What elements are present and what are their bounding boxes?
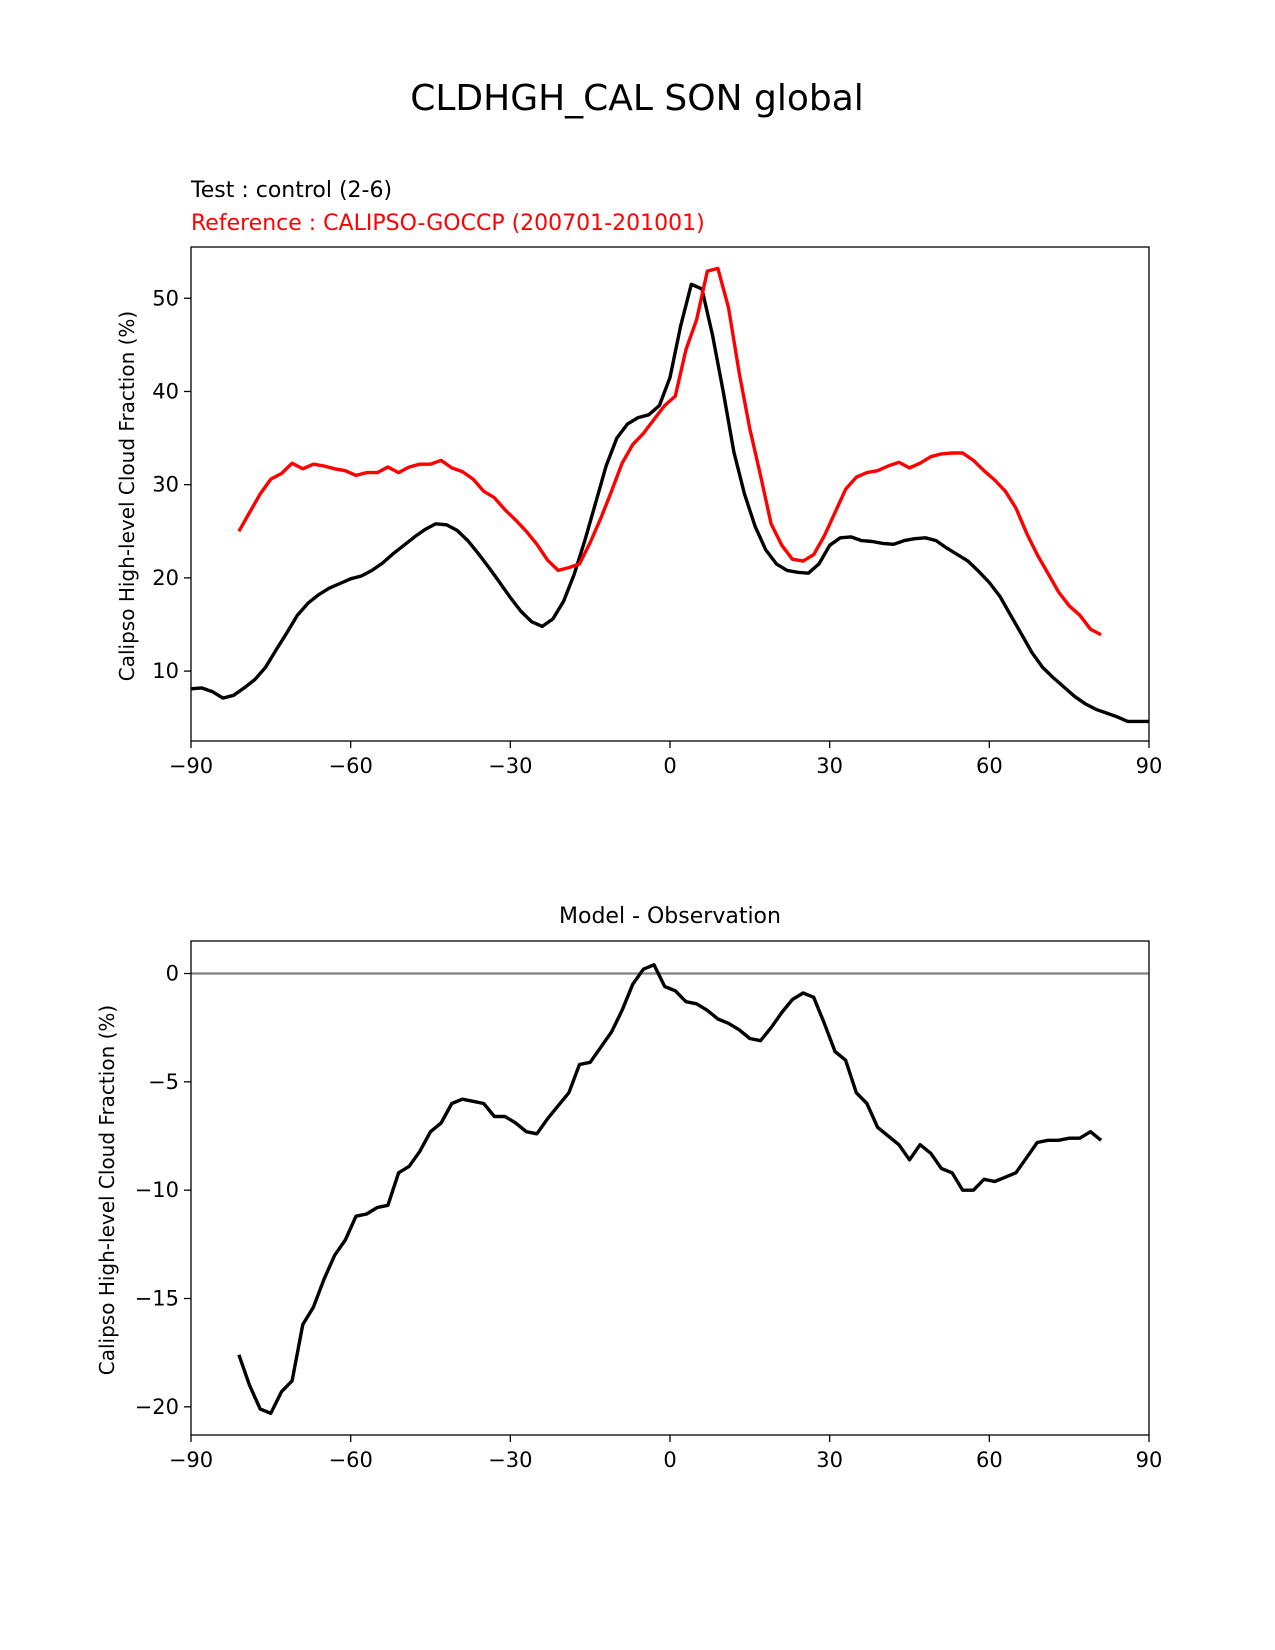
x-tick-label: 60: [976, 754, 1003, 778]
x-tick-label: −90: [169, 754, 213, 778]
x-tick-label: 30: [816, 754, 843, 778]
x-tick-label: 90: [1136, 754, 1163, 778]
y-tick-label: 20: [152, 566, 179, 590]
top-panel: Test : control (2-6) Reference : CALIPSO…: [115, 178, 1162, 778]
y-tick-label: −5: [148, 1070, 179, 1094]
x-tick-label: −30: [488, 1448, 532, 1472]
bottom-y-axis-label: Calipso High-level Cloud Fraction (%): [95, 1005, 119, 1375]
bottom-plot-area: −90 −60 −30 0 30 60 90 0 −5 −10 −15 −20: [135, 940, 1163, 1472]
x-tick-label: −30: [488, 754, 532, 778]
y-tick-label: −15: [135, 1287, 179, 1311]
top-plot-area: −90 −60 −30 0 30 60 90 10 20 30 40 50: [152, 246, 1163, 778]
top-y-axis-label: Calipso High-level Cloud Fraction (%): [115, 311, 139, 681]
page-title: CLDHGH_CAL SON global: [410, 78, 864, 119]
series-line-primary: [237, 963, 1103, 1416]
axes-frame: [190, 940, 1150, 1436]
x-tick-label: 0: [663, 754, 676, 778]
y-tick-label: 0: [166, 962, 179, 986]
y-tick-label: 10: [152, 659, 179, 683]
reference-title: Reference : CALIPSO-GOCCP (200701-201001…: [191, 211, 705, 236]
series-line-secondary: [237, 266, 1102, 637]
x-tick-label: 30: [816, 1448, 843, 1472]
y-tick-label: 50: [152, 286, 179, 310]
bottom-panel: Model - Observation Calipso High-level C…: [95, 904, 1162, 1472]
y-tick-label: 40: [152, 379, 179, 403]
y-tick-label: −20: [135, 1395, 179, 1419]
y-tick-label: 30: [152, 473, 179, 497]
test-title: Test : control (2-6): [190, 178, 392, 203]
x-tick-label: 60: [976, 1448, 1003, 1472]
x-tick-label: −60: [329, 1448, 373, 1472]
x-tick-label: −90: [169, 1448, 213, 1472]
x-tick-label: 0: [663, 1448, 676, 1472]
y-tick-label: −10: [135, 1178, 179, 1202]
x-tick-label: −60: [329, 754, 373, 778]
x-tick-label: 90: [1136, 1448, 1163, 1472]
difference-title: Model - Observation: [559, 904, 781, 929]
series-line-primary: [191, 282, 1149, 724]
